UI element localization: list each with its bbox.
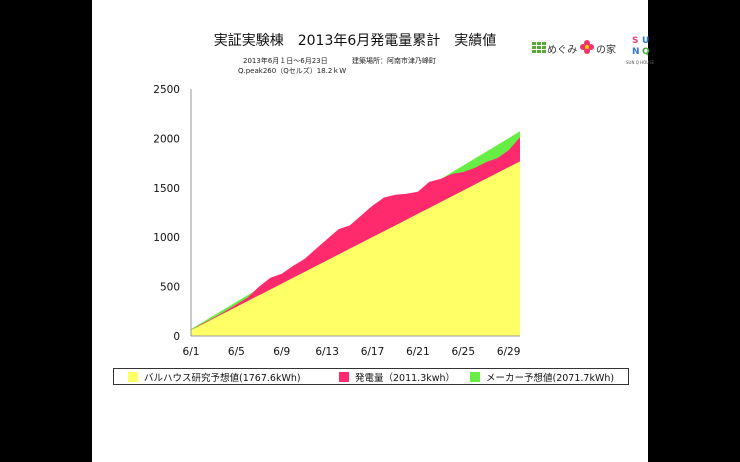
x-tick-label: 6/13 (315, 346, 339, 358)
legend-label-generation: 発電量（2011.3kwh） (355, 373, 456, 384)
flower-icon (580, 40, 594, 54)
sunq-subtext: SUN Q HOUSE (626, 60, 655, 65)
y-tick-label: 500 (160, 282, 180, 294)
legend-swatch-maker (470, 372, 480, 382)
y-tick-label: 2000 (153, 133, 180, 145)
y-tick-label: 0 (173, 331, 180, 343)
legend-swatch-generation (339, 372, 349, 382)
sunq-letter-s: S (632, 36, 639, 46)
y-tick-label: 1500 (153, 183, 180, 195)
x-tick-label: 6/29 (497, 346, 521, 358)
x-tick-label: 6/5 (228, 346, 245, 358)
sunq-letter-n: N (632, 47, 640, 57)
chart-areas (191, 131, 520, 336)
y-tick-label: 1000 (153, 232, 180, 244)
legend-label-maker: メーカー予想値(2071.7kWh) (486, 373, 615, 384)
period-text: 2013年6月１日〜6月23日 (243, 57, 328, 65)
solar-panel-icon (532, 42, 546, 53)
legend-swatch-research (128, 372, 138, 382)
legend: バルハウス研究予想値(1767.6kWh) 発電量（2011.3kwh） メーカ… (113, 368, 629, 385)
logo-text-ie: の家 (596, 45, 616, 56)
chart-title: 実証実験棟 2013年6月発電量累計 実績値 (213, 33, 497, 49)
x-axis-ticks: 6/1 6/5 6/9 6/13 6/17 6/21 6/25 6/29 (183, 346, 521, 358)
area-research-forecast (191, 161, 520, 336)
location-text: 建築場所：阿南市津乃峰町 (352, 57, 436, 65)
chart-axes (190, 89, 520, 337)
sunq-logo: S U N Q (631, 36, 651, 59)
sunq-letter-q: Q (642, 47, 650, 57)
x-tick-label: 6/1 (183, 346, 200, 358)
x-tick-label: 6/25 (451, 346, 475, 358)
y-tick-label: 2500 (153, 84, 180, 96)
sunq-letter-u: U (642, 36, 650, 46)
x-tick-label: 6/17 (361, 346, 385, 358)
x-tick-label: 6/21 (406, 346, 430, 358)
y-axis-ticks: 0 500 1000 1500 2000 2500 (153, 84, 180, 343)
panel-text: Q.peak260（Qセルズ）18.2ｋW (238, 67, 347, 75)
x-tick-label: 6/9 (273, 346, 290, 358)
logo-text-megumi: めぐみ (547, 45, 578, 56)
legend-label-research: バルハウス研究予想値(1767.6kWh) (144, 373, 301, 384)
